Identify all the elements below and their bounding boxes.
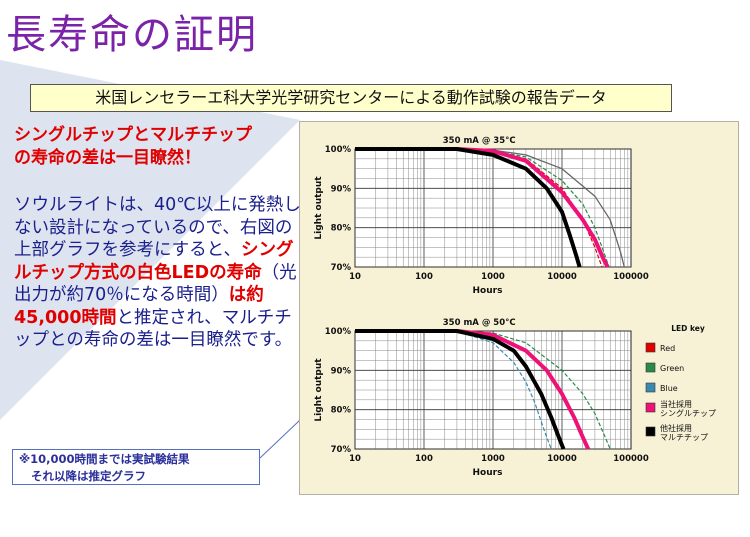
y-tick-label: 70% xyxy=(331,445,352,455)
series-line-1 xyxy=(355,148,603,268)
note-line-2: それ以降は推定グラフ xyxy=(31,469,146,483)
body-text-part-1: ソウルライトは、40℃以上に発熱しない設計になっているので、右図の上部グラフを参… xyxy=(14,195,301,260)
y-tick-label: 100% xyxy=(325,327,352,337)
legend-label: Red xyxy=(660,344,675,353)
estimation-note: ※10,000時間までは実試験結果 それ以降は推定グラフ xyxy=(12,449,260,485)
body-highlight-1: シングルチップ方式の白色LEDの寿命 xyxy=(14,240,294,283)
chart-title: 350 mA @ 35°C xyxy=(443,136,516,146)
x-axis-label: Hours xyxy=(473,468,503,478)
series-line-2 xyxy=(355,148,610,268)
legend-label: シングルチップ xyxy=(660,408,716,418)
source-banner: 米国レンセラーエ科大学光学研究センターによる動作試験の報告データ xyxy=(30,84,672,112)
legend-swatch xyxy=(645,362,656,373)
x-tick-label: 100000 xyxy=(613,272,649,282)
body-text: ソウルライトは、40℃以上に発熱しない設計になっているので、右図の上部グラフを参… xyxy=(14,194,304,352)
note-line-1: ※10,000時間までは実試験結果 xyxy=(19,452,190,466)
legend-label: Blue xyxy=(660,384,678,393)
chart-1: 350 mA @ 35°C 10 100 1000 10000 100000 70% 80% 9… xyxy=(314,136,649,296)
body-text-part-2: （光出力が約70％になる時間） xyxy=(14,262,297,306)
series-line-5 xyxy=(355,329,566,450)
headline-line-1: シングルチップとマルチチップ xyxy=(14,125,252,145)
y-tick-label: 70% xyxy=(331,263,352,273)
headline: シングルチップとマルチチップ の寿命の差は一目瞭然！ xyxy=(14,124,294,170)
x-axis-label: Hours xyxy=(473,286,503,296)
legend-label: マルチチップ xyxy=(660,433,708,442)
chart-panel: 350 mA @ 35°C 10 100 1000 10000 100000 70% 80% 9… xyxy=(299,121,739,495)
y-tick-label: 90% xyxy=(331,184,352,194)
legend-label: 当社採用 xyxy=(660,399,692,409)
y-tick-label: 100% xyxy=(325,145,352,155)
x-tick-label: 1000 xyxy=(481,272,505,282)
body-text-part-3: と推定され、マルチチップとの寿命の差は一目瞭然です。 xyxy=(14,307,293,351)
legend-title: LED key xyxy=(671,324,705,333)
legend-swatch xyxy=(645,342,656,353)
chart-title: 350 mA @ 50°C xyxy=(443,318,516,328)
charts-svg: 350 mA @ 35°C 10 100 1000 10000 100000 70% 80% 9… xyxy=(314,136,716,478)
x-tick-label: 10 xyxy=(349,272,361,282)
x-tick-label: 100 xyxy=(415,454,433,464)
legend-label: Green xyxy=(660,364,684,373)
legend-swatch xyxy=(645,382,656,393)
headline-line-2: の寿命の差は一目瞭然！ xyxy=(14,148,201,168)
x-tick-label: 100 xyxy=(415,272,433,282)
body-highlight-2: は約45,000時間 xyxy=(14,285,264,328)
page-title: 長寿命の証明 xyxy=(6,12,258,58)
x-tick-label: 10000 xyxy=(547,454,577,464)
y-tick-label: 80% xyxy=(331,406,352,416)
legend-swatch xyxy=(645,426,656,437)
x-tick-label: 10000 xyxy=(547,272,577,282)
x-tick-label: 1000 xyxy=(481,454,505,464)
x-tick-label: 10 xyxy=(349,454,361,464)
y-axis-label: Light output xyxy=(314,358,324,422)
chart-2: 350 mA @ 50°C 10 100 1000 10000 100000 70% 80% 9… xyxy=(314,318,716,478)
y-tick-label: 80% xyxy=(331,224,352,234)
y-tick-label: 90% xyxy=(331,366,352,376)
y-axis-label: Light output xyxy=(314,176,324,240)
series-line-2 xyxy=(355,330,611,450)
x-tick-label: 100000 xyxy=(613,454,649,464)
legend-swatch xyxy=(645,402,656,413)
series-line-5 xyxy=(355,147,582,268)
legend-label: 他社採用 xyxy=(660,423,692,433)
